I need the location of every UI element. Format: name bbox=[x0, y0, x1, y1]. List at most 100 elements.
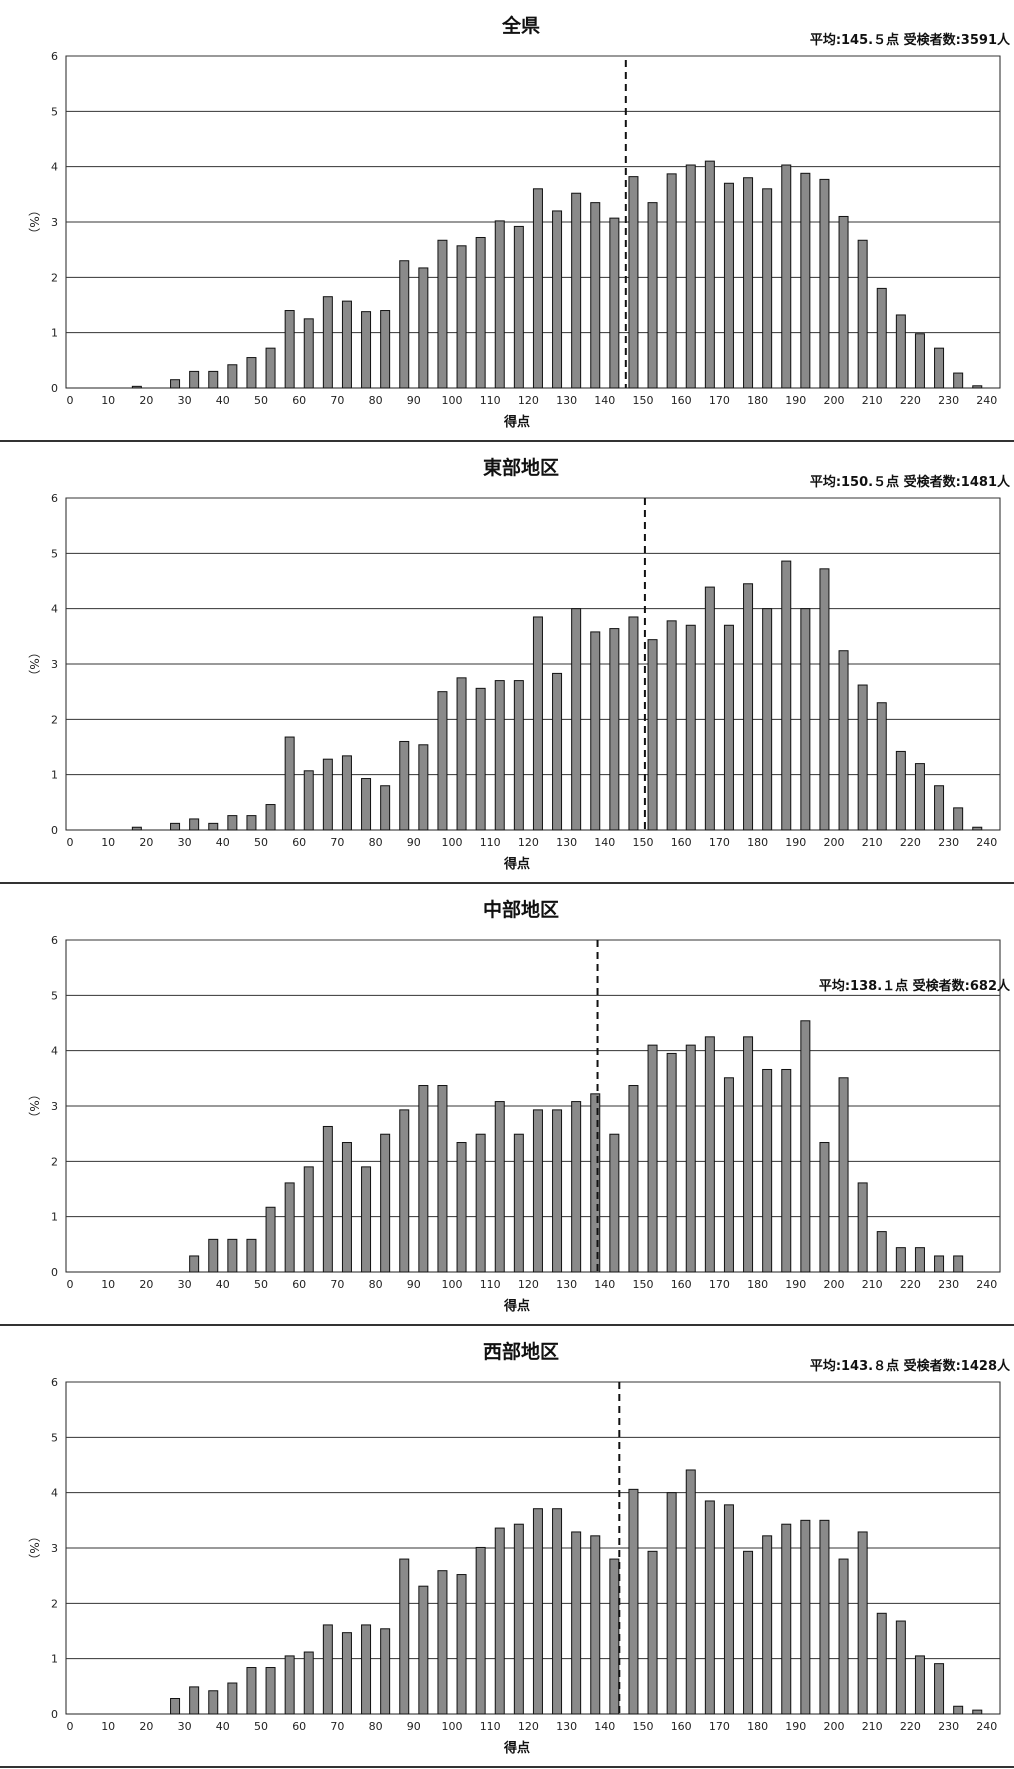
bar bbox=[322, 296, 333, 389]
bar bbox=[322, 758, 333, 831]
bar bbox=[666, 620, 677, 831]
bar bbox=[437, 239, 448, 389]
y-tick-label: 5 bbox=[51, 547, 58, 560]
x-tick-label: 0 bbox=[67, 836, 74, 849]
x-tick-label: 140 bbox=[594, 836, 615, 849]
y-tick-label: 4 bbox=[51, 1487, 58, 1500]
bar bbox=[743, 177, 754, 389]
x-tick-label: 0 bbox=[67, 1278, 74, 1291]
bar bbox=[838, 650, 849, 831]
y-tick-label: 5 bbox=[51, 105, 58, 118]
y-tick-label: 6 bbox=[51, 50, 58, 63]
bar bbox=[704, 586, 715, 831]
bar bbox=[170, 822, 181, 831]
bar bbox=[208, 1690, 219, 1715]
x-tick-label: 120 bbox=[518, 1720, 539, 1733]
x-tick-label: 70 bbox=[330, 836, 344, 849]
bar bbox=[380, 310, 391, 389]
bar bbox=[609, 1558, 620, 1715]
bar bbox=[170, 1698, 181, 1715]
y-tick-label: 5 bbox=[51, 1431, 58, 1444]
x-tick-label: 30 bbox=[178, 1278, 192, 1291]
bar bbox=[189, 818, 200, 831]
x-tick-label: 210 bbox=[862, 836, 883, 849]
bar bbox=[666, 1052, 677, 1273]
bar bbox=[857, 1531, 868, 1715]
y-tick-label: 6 bbox=[51, 934, 58, 947]
bar bbox=[475, 236, 486, 389]
bar bbox=[571, 1531, 582, 1715]
bar bbox=[800, 1020, 811, 1273]
y-tick-label: 2 bbox=[51, 271, 58, 284]
bar bbox=[895, 750, 906, 831]
bar bbox=[284, 1182, 295, 1273]
bar bbox=[895, 314, 906, 389]
x-tick-label: 100 bbox=[442, 1278, 463, 1291]
bar bbox=[227, 815, 238, 831]
bar bbox=[628, 176, 639, 389]
x-tick-label: 80 bbox=[369, 836, 383, 849]
bar bbox=[475, 1133, 486, 1273]
y-tick-label: 3 bbox=[51, 216, 58, 229]
bar bbox=[934, 785, 945, 831]
x-tick-label: 30 bbox=[178, 1720, 192, 1733]
chart-panel: 0 1 2 3 4 5 6 0 10 20 30 40 50 60 70 80 90 100 110 120 130 14… bbox=[0, 884, 1014, 1326]
bar bbox=[590, 1535, 601, 1715]
y-tick-label: 4 bbox=[51, 603, 58, 616]
x-tick-label: 70 bbox=[330, 1278, 344, 1291]
x-tick-label: 230 bbox=[938, 394, 959, 407]
bar bbox=[819, 1519, 830, 1715]
bar bbox=[341, 1142, 352, 1273]
bar bbox=[838, 1077, 849, 1273]
x-tick-label: 100 bbox=[442, 394, 463, 407]
y-tick-label: 2 bbox=[51, 1597, 58, 1610]
x-tick-label: 110 bbox=[480, 1278, 501, 1291]
bar bbox=[647, 1044, 658, 1273]
x-tick-label: 200 bbox=[824, 1720, 845, 1733]
x-tick-label: 40 bbox=[216, 1278, 230, 1291]
x-tick-label: 160 bbox=[671, 394, 692, 407]
x-tick-label: 50 bbox=[254, 1278, 268, 1291]
x-tick-label: 230 bbox=[938, 1720, 959, 1733]
bar bbox=[322, 1125, 333, 1273]
x-tick-label: 60 bbox=[292, 836, 306, 849]
bar bbox=[131, 385, 142, 389]
bar bbox=[857, 684, 868, 831]
x-tick-label: 240 bbox=[976, 1278, 997, 1291]
bar bbox=[227, 364, 238, 389]
x-tick-label: 200 bbox=[824, 836, 845, 849]
bar bbox=[704, 1036, 715, 1273]
x-tick-label: 60 bbox=[292, 1720, 306, 1733]
y-tick-label: 0 bbox=[51, 382, 58, 395]
bar bbox=[934, 1255, 945, 1273]
x-tick-label: 130 bbox=[556, 1720, 577, 1733]
bar bbox=[341, 300, 352, 389]
x-tick-label: 220 bbox=[900, 394, 921, 407]
bar bbox=[170, 379, 181, 389]
x-tick-label: 220 bbox=[900, 1278, 921, 1291]
bar bbox=[284, 736, 295, 831]
x-tick-label: 70 bbox=[330, 394, 344, 407]
x-tick-label: 30 bbox=[178, 836, 192, 849]
bar bbox=[399, 740, 410, 831]
x-tick-label: 10 bbox=[101, 394, 115, 407]
x-tick-label: 80 bbox=[369, 1278, 383, 1291]
bar bbox=[819, 178, 830, 389]
bar bbox=[361, 1624, 372, 1715]
x-tick-label: 80 bbox=[369, 1720, 383, 1733]
x-tick-label: 240 bbox=[976, 394, 997, 407]
bar bbox=[704, 160, 715, 389]
bar bbox=[303, 770, 314, 831]
chart-panel: 0 1 2 3 4 5 6 0 10 20 30 40 50 60 70 80 90 100 110 120 130 14… bbox=[0, 442, 1014, 884]
y-axis-label: （%） bbox=[27, 1088, 41, 1123]
bar bbox=[532, 1109, 543, 1273]
y-tick-label: 1 bbox=[51, 769, 58, 782]
y-axis-label: （%） bbox=[27, 646, 41, 681]
x-tick-label: 110 bbox=[480, 836, 501, 849]
bar bbox=[571, 1101, 582, 1273]
bar bbox=[341, 1632, 352, 1715]
x-tick-label: 70 bbox=[330, 1720, 344, 1733]
bar bbox=[723, 182, 734, 389]
y-tick-label: 0 bbox=[51, 824, 58, 837]
